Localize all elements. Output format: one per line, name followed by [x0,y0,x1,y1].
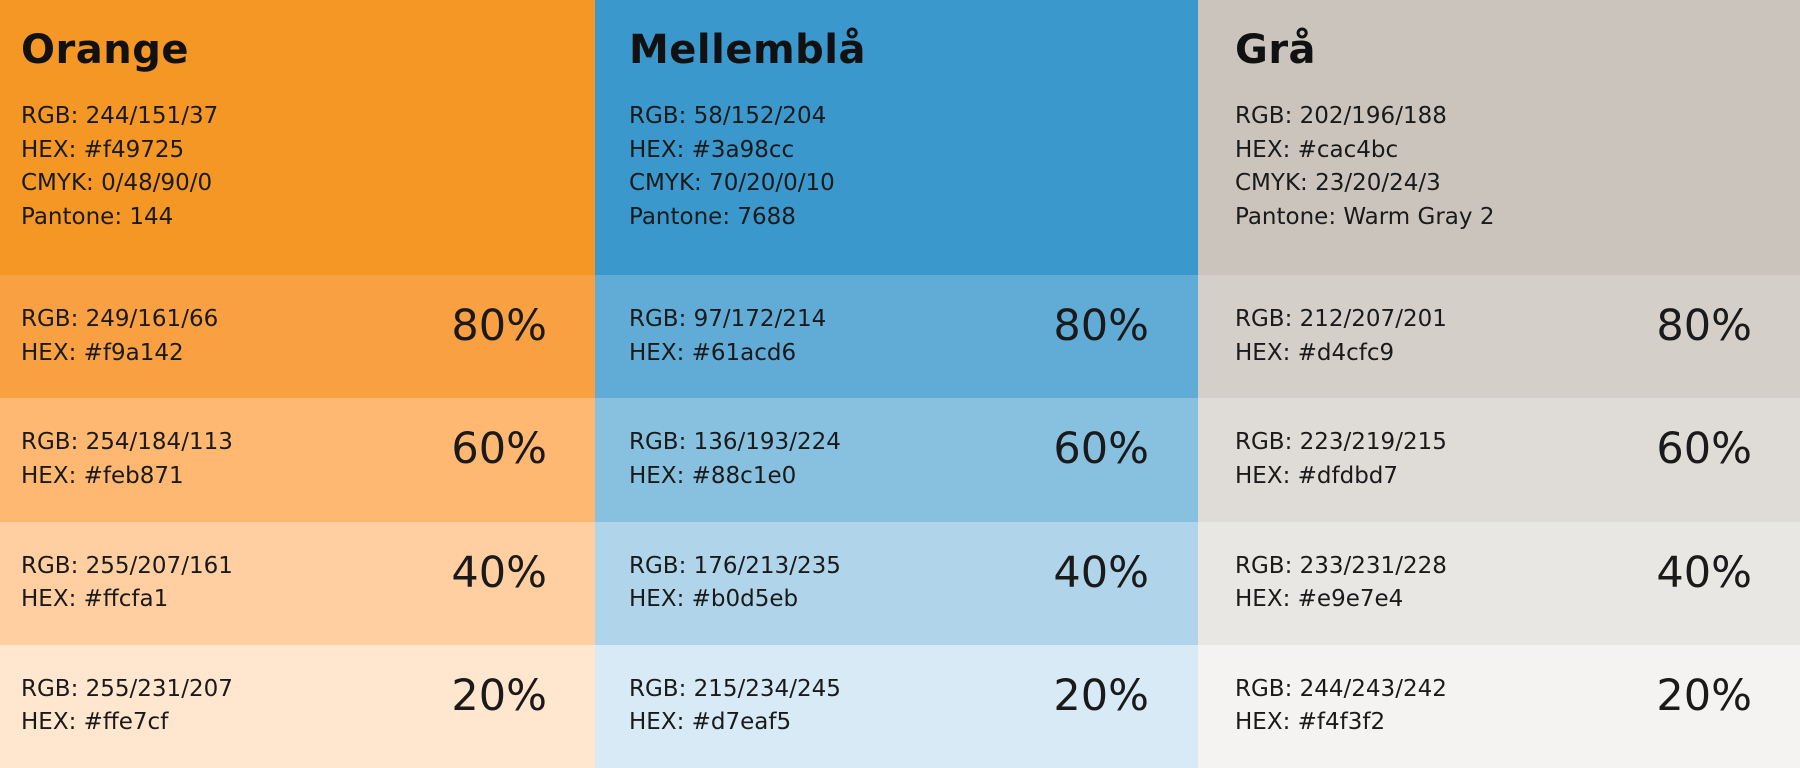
rgb-value: RGB: 244/151/37 [21,103,219,129]
rgb-value: RGB: 176/213/235 [629,552,841,579]
tint-percent: 40% [451,547,547,598]
tint-percent: 80% [451,301,547,351]
hex-value: HEX: #e9e7e4 [1235,586,1404,612]
base-swatch: Grå RGB: 202/196/188 HEX: #cac4bc CMYK: … [1198,0,1800,275]
hex-value: HEX: #f9a142 [21,339,184,366]
hex-value: HEX: #f49725 [21,136,185,163]
tint-swatch-60: RGB: 136/193/224 HEX: #88c1e0 60% [595,398,1198,522]
tint-swatch-20: RGB: 255/231/207 HEX: #ffe7cf 20% [0,644,595,768]
hex-value: HEX: #3a98cc [629,136,795,163]
tint-swatch-40: RGB: 176/213/235 HEX: #b0d5eb 40% [595,521,1198,645]
pantone-value: Pantone: 7688 [629,203,796,230]
tint-percent: 60% [1656,424,1752,475]
tint-swatch-80: RGB: 212/207/201 HEX: #d4cfc9 80% [1198,275,1800,399]
rgb-value: RGB: 212/207/201 [1235,306,1447,332]
tint-percent: 40% [1053,547,1149,598]
cmyk-value: CMYK: 0/48/90/0 [21,170,213,196]
hex-value: HEX: #feb871 [21,462,184,489]
hex-value: HEX: #cac4bc [1235,136,1399,163]
tint-swatch-80: RGB: 249/161/66 HEX: #f9a142 80% [0,275,595,399]
rgb-value: RGB: 249/161/66 [21,306,219,332]
color-name: Mellemblå [629,27,866,73]
hex-value: HEX: #ffe7cf [21,709,169,736]
color-name: Grå [1235,27,1317,73]
tint-swatch-20: RGB: 244/243/242 HEX: #f4f3f2 20% [1198,644,1800,768]
rgb-value: RGB: 223/219/215 [1235,429,1447,456]
pantone-value: Pantone: 144 [21,203,174,230]
hex-value: HEX: #d7eaf5 [629,709,792,736]
hex-value: HEX: #b0d5eb [629,586,799,612]
hex-value: HEX: #ffcfa1 [21,586,169,612]
pantone-value: Pantone: Warm Gray 2 [1235,203,1495,230]
rgb-value: RGB: 233/231/228 [1235,552,1447,579]
tint-percent: 80% [1053,301,1149,351]
rgb-value: RGB: 255/231/207 [21,675,233,702]
rgb-value: RGB: 58/152/204 [629,103,827,129]
tint-swatch-60: RGB: 223/219/215 HEX: #dfdbd7 60% [1198,398,1800,522]
tint-percent: 20% [1053,670,1149,721]
hex-value: HEX: #dfdbd7 [1235,462,1399,489]
tint-swatch-40: RGB: 233/231/228 HEX: #e9e7e4 40% [1198,521,1800,645]
rgb-value: RGB: 254/184/113 [21,429,233,456]
tint-swatch-20: RGB: 215/234/245 HEX: #d7eaf5 20% [595,644,1198,768]
tint-percent: 60% [1053,424,1149,475]
tint-percent: 40% [1656,547,1752,598]
tint-percent: 60% [451,424,547,475]
color-column-graa: Grå RGB: 202/196/188 HEX: #cac4bc CMYK: … [1198,0,1800,768]
color-column-mellemblaa: Mellemblå RGB: 58/152/204 HEX: #3a98cc C… [595,0,1198,768]
hex-value: HEX: #61acd6 [629,339,797,366]
base-swatch: Mellemblå RGB: 58/152/204 HEX: #3a98cc C… [595,0,1198,275]
hex-value: HEX: #f4f3f2 [1235,709,1386,736]
rgb-value: RGB: 97/172/214 [629,306,827,332]
rgb-value: RGB: 244/243/242 [1235,675,1447,702]
rgb-value: RGB: 136/193/224 [629,429,841,456]
base-swatch: Orange RGB: 244/151/37 HEX: #f49725 CMYK… [0,0,595,275]
tint-swatch-40: RGB: 255/207/161 HEX: #ffcfa1 40% [0,521,595,645]
cmyk-value: CMYK: 70/20/0/10 [629,170,835,196]
tint-percent: 80% [1656,301,1752,351]
tint-swatch-80: RGB: 97/172/214 HEX: #61acd6 80% [595,275,1198,399]
hex-value: HEX: #88c1e0 [629,462,797,489]
tint-percent: 20% [1656,670,1752,721]
hex-value: HEX: #d4cfc9 [1235,339,1395,366]
color-name: Orange [21,27,189,73]
rgb-value: RGB: 255/207/161 [21,552,233,579]
cmyk-value: CMYK: 23/20/24/3 [1235,170,1441,196]
rgb-value: RGB: 215/234/245 [629,675,841,702]
color-column-orange: Orange RGB: 244/151/37 HEX: #f49725 CMYK… [0,0,595,768]
tint-swatch-60: RGB: 254/184/113 HEX: #feb871 60% [0,398,595,522]
rgb-value: RGB: 202/196/188 [1235,103,1447,129]
tint-percent: 20% [451,670,547,721]
